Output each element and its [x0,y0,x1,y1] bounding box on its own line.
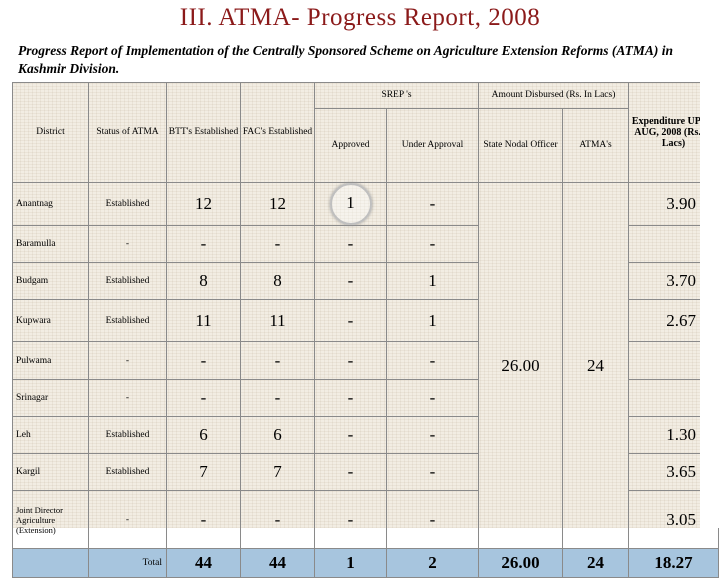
approved-cell: - [314,379,387,417]
approved-cell: - [314,416,387,454]
status-cell: - [88,341,167,380]
district-cell: Budgam [12,262,89,300]
fac-cell: - [240,379,315,417]
under-approval-cell: - [385,341,480,380]
header-under-approval: Under Approval [385,108,480,183]
fac-cell: 12 [240,182,315,226]
btt-cell: - [166,341,241,380]
table-row: Budgam Established 8 8 - 1 3.70 [12,262,720,300]
fac-cell: 8 [240,262,315,300]
table-row: Kargil Established 7 7 - - 3.65 [12,453,720,491]
status-cell: Established [88,453,167,491]
page-margin [700,82,720,528]
state-nodal-cell: 26.00 [478,182,564,549]
approved-cell: - [314,299,387,342]
district-cell: Srinagar [12,379,89,417]
header-amount-disbursed: Amount Disbursed (Rs. In Lacs) [478,82,630,109]
fac-cell: 7 [240,453,315,491]
btt-cell: - [166,225,241,263]
status-cell: Established [88,262,167,300]
approved-cell: - [314,262,387,300]
header-btt: BTT's Established [166,82,241,183]
approved-cell: 1 [314,182,387,226]
total-state-nodal: 26.00 [478,548,564,578]
total-under-approval: 2 [385,548,480,578]
district-cell: Anantnag [12,182,89,226]
total-approved: 1 [314,548,387,578]
status-cell: - [88,225,167,263]
total-fac: 44 [240,548,315,578]
district-cell: Leh [12,416,89,454]
status-cell: Established [88,299,167,342]
total-empty-cell [12,548,89,578]
status-cell: Established [88,416,167,454]
table-row: Leh Established 6 6 - - 1.30 [12,416,720,454]
under-approval-cell: - [385,379,480,417]
district-cell: Pulwama [12,341,89,380]
header-state-nodal: State Nodal Officer [478,108,564,183]
under-approval-cell: - [385,225,480,263]
under-approval-cell: - [385,453,480,491]
page-title: III. ATMA- Progress Report, 2008 [179,4,541,31]
fac-cell: - [240,490,315,549]
status-cell: Established [88,182,167,226]
highlight-circle: 1 [329,183,372,225]
total-expenditure: 18.27 [628,548,720,578]
header-sreps: SREP 's [313,82,480,109]
btt-cell: 7 [166,453,241,491]
progress-table: District Status of ATMA BTT's Establishe… [12,82,720,578]
total-label: Total [88,548,167,578]
btt-cell: - [166,379,241,417]
header-status: Status of ATMA [88,82,167,183]
atmas-cell: 24 [562,182,630,549]
approved-cell: - [314,453,387,491]
header-approved: Approved [314,108,387,183]
fac-cell: - [240,341,315,380]
approved-cell: - [314,341,387,380]
status-cell: - [88,379,167,417]
under-approval-cell: - [385,490,480,549]
table-row: Baramulla - - - - - [12,225,720,263]
under-approval-cell: 1 [385,262,480,300]
under-approval-cell: 1 [385,299,480,342]
fac-cell: - [240,225,315,263]
btt-cell: 8 [166,262,241,300]
btt-cell: 12 [166,182,241,226]
total-row: Total 44 44 1 2 26.00 24 18.27 [12,548,720,578]
district-cell: Baramulla [12,225,89,263]
fac-cell: 11 [240,299,315,342]
btt-cell: 6 [166,416,241,454]
btt-cell: 11 [166,299,241,342]
report-subtitle: Progress Report of Implementation of the… [18,43,674,76]
approved-cell: - [314,225,387,263]
total-btt: 44 [166,548,241,578]
under-approval-cell: - [385,416,480,454]
total-atmas: 24 [562,548,630,578]
district-cell: Kupwara [12,299,89,342]
table-row: Anantnag Established 12 12 1 - 26.00 24 … [12,182,720,549]
header-fac: FAC's Established [240,82,315,183]
fac-cell: 6 [240,416,315,454]
header-district: District [12,82,89,183]
header-atmas: ATMA's [562,108,630,183]
progress-table-container: District Status of ATMA BTT's Establishe… [12,82,720,578]
under-approval-cell: - [385,182,480,226]
district-cell: Kargil [12,453,89,491]
btt-cell: - [166,490,241,549]
